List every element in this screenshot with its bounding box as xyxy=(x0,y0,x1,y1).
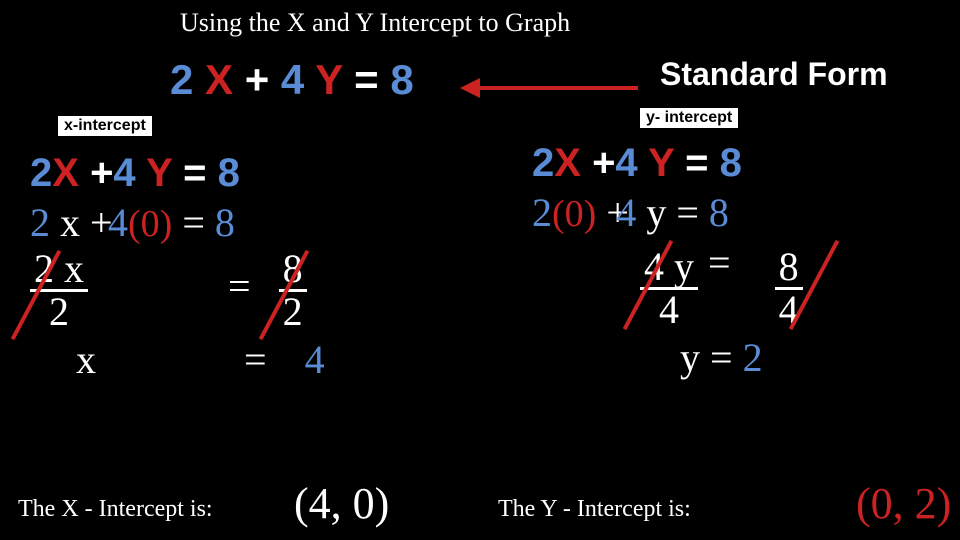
right-eq-4: y = 2 xyxy=(680,334,952,381)
frac-left: 4 y 4 xyxy=(640,247,698,330)
t: y xyxy=(680,335,700,380)
eq: = xyxy=(354,56,390,103)
x-intercept-work: 2X +4 Y = 8 2 x +4(0) = 8 2 x 2 = 8 2 x … xyxy=(30,150,450,385)
arrow-head-icon xyxy=(460,78,480,98)
t: 2 xyxy=(30,151,52,195)
t: Y xyxy=(146,151,172,195)
t: X xyxy=(52,151,79,195)
var-x: X xyxy=(205,56,233,103)
t: 8 xyxy=(218,151,240,195)
t: = xyxy=(183,151,206,195)
page-title: Using the X and Y Intercept to Graph xyxy=(180,8,570,38)
zero-sub: (0) xyxy=(128,203,172,245)
t: 4 xyxy=(113,151,135,195)
x-intercept-label: x-intercept xyxy=(58,116,152,136)
coef-4: 4 xyxy=(281,56,304,103)
plus: + xyxy=(245,56,270,103)
t: = xyxy=(244,337,267,382)
t: = xyxy=(710,335,733,380)
y-intercept-work: 2X +4 Y = 8 2(0) +4 y = 8 4 y 4 = 8 4 y … xyxy=(532,140,952,384)
t: 8 xyxy=(215,200,235,245)
arrow-line xyxy=(478,86,638,90)
t: + xyxy=(606,189,616,236)
t: x xyxy=(60,200,80,245)
t: 2 xyxy=(30,200,50,245)
var-y: Y xyxy=(315,56,342,103)
x-intercept-answer-text: The X - Intercept is: xyxy=(18,496,213,523)
t: 2 xyxy=(532,190,552,235)
t: + xyxy=(90,151,113,195)
t: = xyxy=(228,264,251,309)
t: Y xyxy=(648,141,674,185)
right-eq-1: 2X +4 Y = 8 xyxy=(532,140,952,187)
right-eq-3: 4 y 4 = 8 4 xyxy=(640,239,952,330)
t: = xyxy=(708,240,731,285)
t: X xyxy=(554,141,581,185)
t: + xyxy=(90,199,108,246)
t: 8 xyxy=(709,190,729,235)
t: 2 xyxy=(30,292,88,332)
t: + xyxy=(592,141,615,185)
t: y xyxy=(646,190,666,235)
left-eq-1: 2X +4 Y = 8 xyxy=(30,150,450,197)
t: 4 xyxy=(108,200,128,245)
t: 4 xyxy=(616,190,636,235)
arrow-left xyxy=(460,78,640,98)
t: 4 xyxy=(615,141,637,185)
t: 8 xyxy=(720,141,742,185)
y-intercept-answer-coord: (0, 2) xyxy=(856,478,951,529)
left-eq-3: 2 x 2 = 8 2 xyxy=(30,249,450,332)
main-equation: 2 X + 4 Y = 8 xyxy=(170,56,414,104)
t: = xyxy=(685,141,708,185)
x-intercept-answer-coord: (4, 0) xyxy=(294,478,389,529)
t: = xyxy=(182,200,205,245)
t: 2 xyxy=(532,141,554,185)
t: 8 xyxy=(775,247,803,290)
left-eq-2: 2 x +4(0) = 8 xyxy=(30,199,450,247)
t: 4 xyxy=(305,337,325,382)
coef-2: 2 xyxy=(170,56,193,103)
y-intercept-answer-text: The Y - Intercept is: xyxy=(498,496,691,523)
rhs-8: 8 xyxy=(390,56,413,103)
t: = xyxy=(676,190,699,235)
standard-form-label: Standard Form xyxy=(660,56,888,93)
right-eq-2: 2(0) +4 y = 8 xyxy=(532,189,952,237)
y-intercept-label: y- intercept xyxy=(640,108,738,128)
t: x xyxy=(76,337,96,382)
left-eq-4: x = 4 xyxy=(30,336,450,383)
eq-sign: = xyxy=(354,56,379,103)
t: 2 xyxy=(743,335,763,380)
t: 4 xyxy=(640,290,698,330)
zero-sub: (0) xyxy=(552,193,596,235)
